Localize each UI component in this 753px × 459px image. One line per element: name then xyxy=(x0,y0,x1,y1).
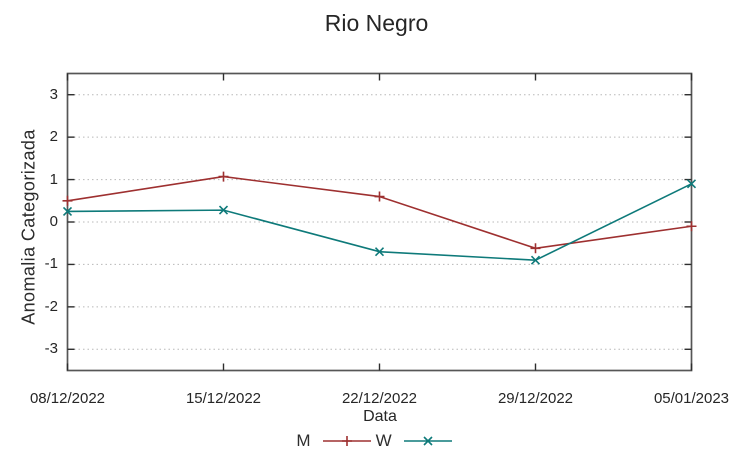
x-tick-label: 08/12/2022 xyxy=(29,390,106,407)
legend-line-M xyxy=(322,436,371,446)
y-tick-label: 0 xyxy=(49,213,58,230)
y-tick-label: -2 xyxy=(44,297,58,315)
y-tick-label: 1 xyxy=(49,170,58,188)
legend-sample-M xyxy=(322,434,371,448)
marker-cross-W xyxy=(218,205,229,215)
plot-border xyxy=(66,72,693,372)
marker-plus-M xyxy=(686,221,697,232)
marker-cross-W xyxy=(530,255,541,265)
marker-plus-M xyxy=(530,243,541,254)
legend-sample-W xyxy=(403,434,452,448)
x-axis-title: Data xyxy=(363,408,397,425)
marker-plus-M xyxy=(374,191,385,202)
y-tick-label: 2 xyxy=(49,128,58,146)
marker-cross-W xyxy=(374,247,385,257)
marker-plus-M xyxy=(218,171,229,182)
series-line-M xyxy=(67,175,692,250)
y-tick-label: -1 xyxy=(44,255,58,273)
marker-cross-W xyxy=(62,206,73,216)
y-tick-label: 3 xyxy=(49,85,58,103)
marker-cross-W xyxy=(686,179,697,189)
y-tick-label: -3 xyxy=(44,340,58,358)
marker-plus-M xyxy=(62,195,73,206)
x-tick-label: 22/12/2022 xyxy=(341,390,418,407)
x-tick-label: 05/01/2023 xyxy=(653,390,730,407)
chart-title: Rio Negro xyxy=(324,10,429,36)
legend-line-W xyxy=(403,436,452,446)
legend-marker-cross xyxy=(423,436,433,446)
legend-label-W: W xyxy=(375,431,392,450)
x-tick-label: 15/12/2022 xyxy=(185,390,262,407)
x-tick-label: 29/12/2022 xyxy=(497,390,574,407)
legend-marker-plus xyxy=(341,436,352,446)
legend-label-M: M xyxy=(296,431,311,450)
